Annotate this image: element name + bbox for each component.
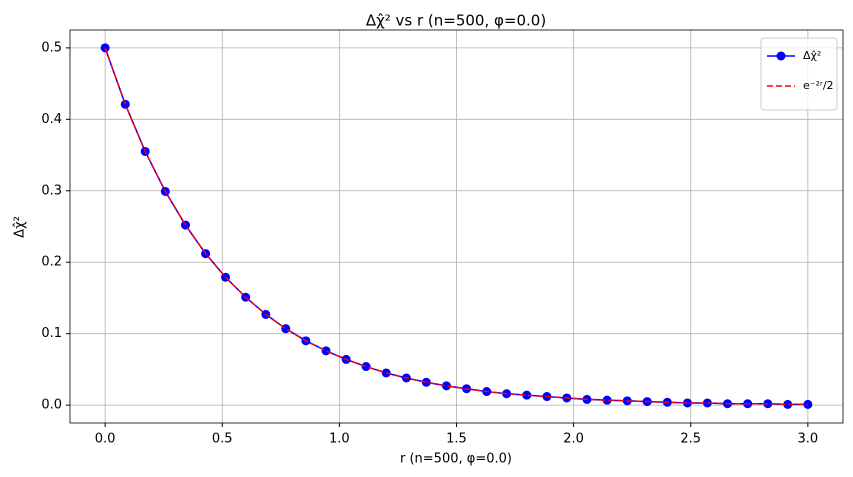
series-line: [104, 47, 808, 406]
data-point: [702, 398, 712, 408]
y-tick-label: 0.4: [41, 112, 62, 127]
plot-frame: [69, 29, 844, 424]
y-tick-label: 0.0: [41, 398, 62, 413]
y-tick-label: 0.2: [41, 255, 62, 270]
data-point: [602, 395, 612, 405]
x-tick-label: 3.0: [798, 432, 819, 447]
data-point: [682, 398, 692, 408]
data-point: [180, 220, 190, 230]
y-tick-label: 0.3: [41, 183, 62, 198]
x-tick-label: 1.0: [329, 432, 350, 447]
x-axis-label: r (n=500, φ=0.0): [400, 452, 512, 467]
data-point: [522, 390, 532, 400]
data-point: [361, 362, 371, 372]
y-tick-label: 0.5: [41, 40, 62, 55]
data-point: [441, 381, 451, 391]
legend-box: [760, 37, 838, 111]
x-tick-label: 0.5: [212, 432, 233, 447]
x-tick-label: 2.5: [680, 432, 701, 447]
legend-label: Δχ̂²: [803, 49, 821, 62]
x-tick-label: 1.5: [446, 432, 467, 447]
data-point: [783, 399, 793, 409]
data-point: [321, 346, 331, 356]
data-point: [763, 399, 773, 409]
x-tick-label: 2.0: [563, 432, 584, 447]
y-tick-label: 0.1: [41, 326, 62, 341]
legend-label: e⁻²ʳ/2: [803, 79, 834, 92]
legend-marker: [776, 51, 786, 61]
x-tick-label: 0.0: [95, 432, 116, 447]
y-axis-label: Δχ̂²: [13, 216, 28, 238]
chart-title: Δχ̂² vs r (n=500, φ=0.0): [366, 12, 546, 30]
